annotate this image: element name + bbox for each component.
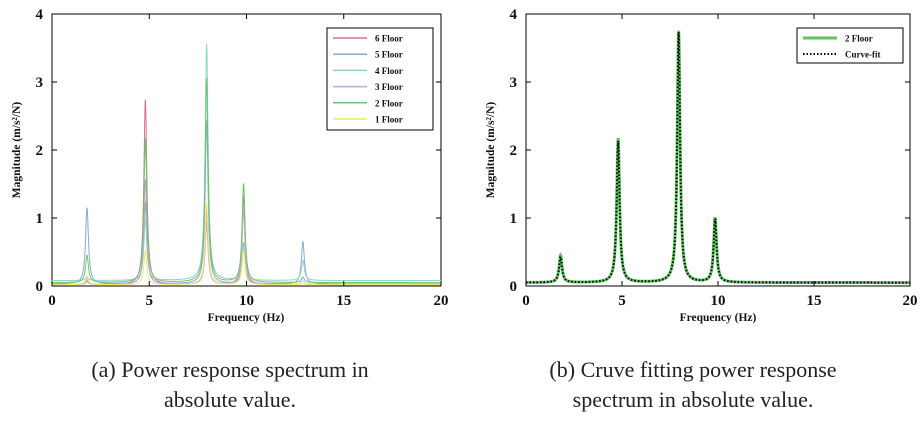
legend-label: 2 Floor bbox=[845, 34, 873, 44]
series-line-1-floor bbox=[52, 202, 441, 286]
series-line-curve-fit bbox=[526, 32, 910, 284]
y-tick-label: 2 bbox=[36, 143, 44, 159]
chart-panel-b: 0 5 10 15 20 0 1 2 3 4 Frequency (Hz) Magnitude (… bbox=[485, 7, 918, 324]
x-tick-label: 10 bbox=[239, 293, 254, 309]
chart-panel-a: 0 5 10 15 20 0 1 2 3 4 Frequency (Hz) Magnitude (… bbox=[11, 7, 449, 324]
x-axis-title: Frequency (Hz) bbox=[680, 312, 757, 324]
series-line-4-floor bbox=[52, 43, 441, 282]
legend-label: Curve-fit bbox=[845, 50, 881, 60]
x-tick-label: 20 bbox=[903, 293, 918, 309]
legend-box bbox=[796, 27, 904, 64]
legend-box bbox=[326, 27, 434, 131]
legend: 6 Floor 5 Floor 4 Floor 3 Floor 2 Floor 1 Flo… bbox=[326, 27, 434, 131]
x-tick-label: 5 bbox=[618, 293, 626, 309]
y-tick-label: 1 bbox=[36, 211, 44, 227]
legend-label: 6 Floor bbox=[375, 34, 403, 44]
x-tick-label: 20 bbox=[434, 293, 449, 309]
series-line-3-floor bbox=[51, 179, 441, 286]
y-tick-label: 3 bbox=[510, 75, 518, 91]
y-tick-label: 4 bbox=[36, 7, 44, 23]
legend: 2 Floor Curve-fit bbox=[796, 27, 904, 64]
x-tick-label: 0 bbox=[522, 293, 530, 309]
series-group bbox=[51, 43, 441, 286]
caption-line: spectrum in absolute value. bbox=[572, 387, 814, 412]
legend-label: 4 Floor bbox=[375, 66, 403, 76]
y-axis-title: Magnitude (m/s²/N) bbox=[485, 102, 497, 199]
caption-b: (b) Cruve fitting power response spectru… bbox=[483, 355, 903, 415]
caption-line: (a) Power response spectrum in bbox=[91, 357, 369, 382]
legend-label: 3 Floor bbox=[375, 82, 403, 92]
caption-line: (b) Cruve fitting power response bbox=[549, 357, 837, 382]
x-tick-label: 15 bbox=[807, 293, 822, 309]
legend-label: 1 Floor bbox=[375, 115, 403, 125]
x-tick-label: 5 bbox=[146, 293, 154, 309]
y-tick-label: 4 bbox=[510, 7, 518, 23]
caption-a: (a) Power response spectrum in absolute … bbox=[20, 355, 440, 415]
x-axis-title: Frequency (Hz) bbox=[208, 312, 285, 324]
x-tick-label: 15 bbox=[336, 293, 351, 309]
y-tick-label: 2 bbox=[510, 143, 518, 159]
series-line-2-floor bbox=[526, 30, 910, 285]
legend-label: 5 Floor bbox=[375, 50, 403, 60]
y-axis-title: Magnitude (m/s²/N) bbox=[11, 102, 23, 199]
y-tick-label: 1 bbox=[510, 211, 518, 227]
y-tick-label: 0 bbox=[510, 279, 518, 295]
tick-group: 0 5 10 15 20 0 1 2 3 4 bbox=[36, 7, 449, 309]
x-tick-label: 0 bbox=[48, 293, 56, 309]
caption-line: absolute value. bbox=[164, 387, 296, 412]
y-tick-label: 0 bbox=[36, 279, 44, 295]
series-group bbox=[526, 30, 910, 285]
series-line-2-floor bbox=[52, 78, 441, 284]
legend-label: 2 Floor bbox=[375, 98, 403, 108]
tick-group: 0 5 10 15 20 0 1 2 3 4 bbox=[510, 7, 918, 309]
y-tick-label: 3 bbox=[36, 75, 44, 91]
x-tick-label: 10 bbox=[711, 293, 726, 309]
